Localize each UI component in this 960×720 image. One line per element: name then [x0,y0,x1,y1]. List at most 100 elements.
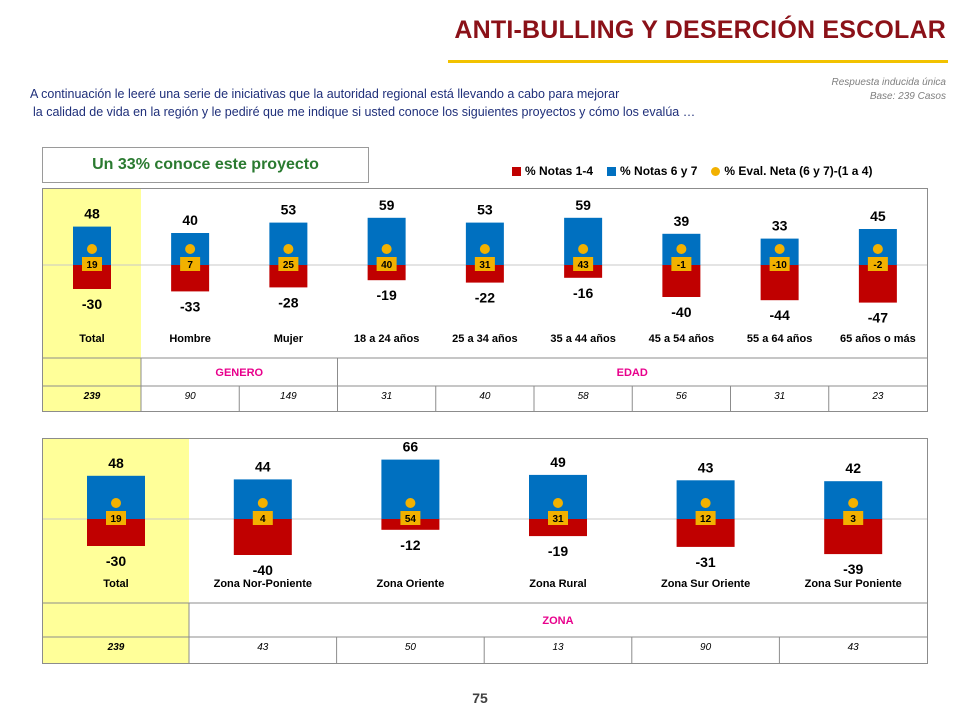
net-eval-label-bg [252,511,273,525]
group-label: GENERO [215,367,263,379]
legend-swatch-red [512,166,521,176]
data-label-notas-6-7: 40 [182,212,198,228]
net-eval-label-bg [82,257,102,271]
data-label-notas-6-7: 48 [84,206,100,222]
data-label-notas-1-4: -12 [400,537,420,553]
base-count: 56 [676,391,688,402]
data-label-notas-1-4: -31 [695,554,715,570]
base-count: 13 [552,642,564,653]
data-label-notas-1-4: -19 [377,287,397,303]
data-label-eval-neta: 19 [110,514,122,525]
data-label-notas-6-7: 59 [379,197,395,213]
legend-dot-yellow [711,166,721,176]
net-eval-label-bg [474,257,495,271]
net-eval-label-bg [376,257,397,271]
category-label: Total [103,578,128,590]
data-label-notas-1-4: -28 [278,294,298,310]
base-count: 50 [405,642,417,653]
chart-panel-zona: 48 -30 19 Total 44 -40 4 Zona Nor-Poniente 66 -12… [42,438,928,664]
net-eval-label-bg [671,257,692,271]
net-eval-label-bg [695,511,716,525]
category-label: Zona Rural [529,578,586,590]
response-type: Respuesta inducida única [831,77,946,88]
data-label-eval-neta: -2 [873,260,882,271]
intro-line-2: la calidad de vida en la región y le ped… [33,105,696,119]
group-label: ZONA [542,615,573,627]
data-label-notas-1-4: -40 [253,562,273,578]
category-label: Zona Sur Oriente [661,578,750,590]
base-count: 90 [700,642,712,653]
intro-line-1: A continuación le leeré una serie de ini… [30,87,620,101]
data-label-eval-neta: 25 [283,260,295,271]
net-eval-point [578,244,589,254]
data-label-notas-1-4: -30 [82,296,102,312]
net-eval-point [700,498,711,508]
category-label: 65 años o más [840,333,916,345]
net-eval-point [774,244,785,254]
data-label-notas-6-7: 42 [845,460,861,476]
data-label-notas-6-7: 49 [550,454,566,470]
page-title: ANTI-BULLING Y DESERCIÓN ESCOLAR [454,16,946,44]
category-label: 55 a 64 años [747,333,812,345]
base-count: 43 [848,642,860,653]
category-label: 18 a 24 años [354,333,419,345]
chart-zona: 48 -30 19 Total 44 -40 4 Zona Nor-Poniente 66 -12… [43,439,927,663]
legend-label: % Notas 6 y 7 [620,164,698,178]
net-eval-point [257,498,268,508]
data-label-notas-6-7: 53 [281,202,297,218]
base-count: 40 [479,391,491,402]
base-count: 149 [280,391,297,402]
data-label-notas-1-4: -30 [106,553,126,569]
data-label-eval-neta: 43 [578,260,590,271]
data-label-eval-neta: 54 [405,514,417,525]
bar-notas-1-4 [529,519,587,537]
category-label: Mujer [274,333,304,345]
legend-item-eval-neta: % Eval. Neta (6 y 7)-(1 a 4) [711,164,872,178]
data-label-eval-neta: 31 [479,260,491,271]
data-label-notas-1-4: -44 [770,307,790,323]
category-label: 45 a 54 años [649,333,714,345]
chart-genero-edad: 48 -30 19 Total 40 -33 7 Hombre 53 -28 25 Mujer 59 -1… [43,189,927,411]
category-label: 35 a 44 años [550,333,615,345]
net-eval-label-bg [573,257,594,271]
page-number: 75 [472,690,488,706]
data-label-notas-1-4: -16 [573,285,593,301]
chart-panel-genero-edad: 48 -30 19 Total 40 -33 7 Hombre 53 -28 25 Mujer 59 -1… [42,188,928,412]
net-eval-point [111,498,121,508]
category-label: Hombre [169,333,211,345]
base-cases: Base: 239 Casos [869,91,946,102]
net-eval-point [676,244,687,254]
bar-notas-6-7 [381,459,440,519]
data-label-notas-1-4: -40 [671,304,691,320]
data-label-eval-neta: -10 [772,260,787,271]
base-count: 31 [774,391,785,402]
total-column-bg [43,439,189,663]
data-label-notas-6-7: 39 [674,213,690,229]
net-eval-point [283,244,294,254]
base-count: 31 [381,391,392,402]
data-label-notas-1-4: -47 [868,310,888,326]
title-underline [448,60,948,63]
data-label-notas-6-7: 45 [870,208,886,224]
data-label-eval-neta: 19 [86,260,98,271]
base-count: 239 [83,391,101,402]
base-count: 239 [107,642,125,653]
data-label-notas-6-7: 59 [575,197,591,213]
net-eval-label-bg [400,511,421,525]
data-label-notas-6-7: 53 [477,202,493,218]
data-label-eval-neta: 7 [187,260,193,271]
highlight-box: Un 33% conoce este proyecto [42,147,369,183]
base-count: 58 [578,391,590,402]
net-eval-point [479,244,490,254]
data-label-notas-6-7: 43 [698,459,714,475]
net-eval-label-bg [180,257,201,271]
net-eval-label-bg [843,511,864,525]
legend-swatch-blue [607,166,617,176]
data-label-notas-1-4: -33 [180,298,200,314]
base-count: 90 [185,391,197,402]
data-label-notas-6-7: 48 [108,455,124,471]
data-label-notas-6-7: 33 [772,218,788,234]
net-eval-point [872,244,883,254]
data-label-notas-6-7: 66 [403,439,419,455]
legend-label: % Eval. Neta (6 y 7)-(1 a 4) [724,164,873,178]
